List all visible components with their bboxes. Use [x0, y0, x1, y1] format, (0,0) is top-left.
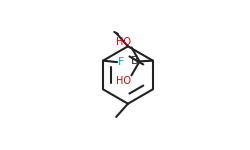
Text: HO: HO [116, 76, 131, 86]
Text: HO: HO [116, 37, 131, 47]
Text: F: F [118, 57, 124, 67]
Text: B: B [131, 56, 139, 66]
